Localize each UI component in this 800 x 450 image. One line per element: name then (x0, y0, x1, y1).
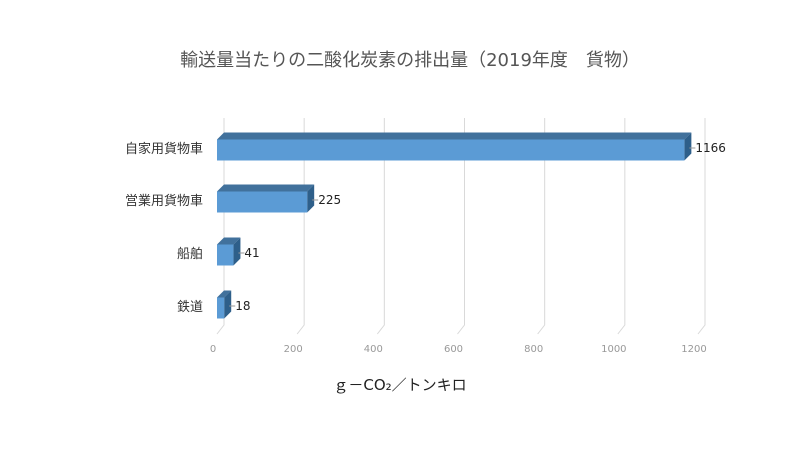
bar-top-face (217, 132, 692, 140)
bar-side-face (224, 290, 232, 319)
x-tick-label: 0 (210, 344, 216, 355)
x-axis-label: ｇ－CO₂／トンキロ (333, 376, 466, 394)
x-tick-label: 600 (444, 344, 463, 355)
bar-side-face (233, 237, 241, 266)
category-label: 船舶 (177, 246, 203, 262)
bar-top-face (217, 290, 232, 298)
gridline (537, 118, 546, 335)
chart-title: 輸送量当たりの二酸化炭素の排出量（2019年度 貨物） (180, 50, 640, 71)
bar-front-face (217, 297, 225, 319)
bar-side-face (684, 132, 692, 161)
bar: 18 (217, 290, 250, 319)
bar: 225 (217, 184, 341, 213)
gridline (457, 118, 465, 335)
x-tick-label: 1000 (601, 344, 626, 355)
bar-front-face (217, 244, 234, 266)
gridline (376, 118, 385, 335)
data-label: 225 (318, 193, 341, 207)
category-label: 営業用貨物車 (125, 193, 203, 209)
category-label: 鉄道 (177, 300, 203, 315)
data-label: 41 (244, 246, 259, 260)
x-tick-label: 200 (284, 344, 303, 355)
bar-front-face (217, 191, 308, 213)
x-tick-label: 800 (524, 344, 543, 355)
data-label: 18 (235, 299, 250, 313)
gridline (697, 118, 706, 335)
bar-top-face (217, 237, 241, 245)
bar-side-face (307, 184, 315, 213)
bar-front-face (217, 139, 685, 161)
x-tick-label: 1200 (681, 344, 706, 355)
bar: 41 (217, 237, 260, 266)
data-label: 1166 (695, 141, 726, 155)
gridline (617, 118, 626, 335)
x-tick-label: 400 (364, 344, 383, 355)
bars: 1166 225 41 18 (217, 132, 726, 319)
x-tick-labels: 0 200 400 600 800 1000 1200 (210, 344, 707, 355)
bar-top-face (217, 184, 315, 192)
bar: 1166 (217, 132, 726, 161)
category-label: 自家用貨物車 (125, 141, 203, 157)
